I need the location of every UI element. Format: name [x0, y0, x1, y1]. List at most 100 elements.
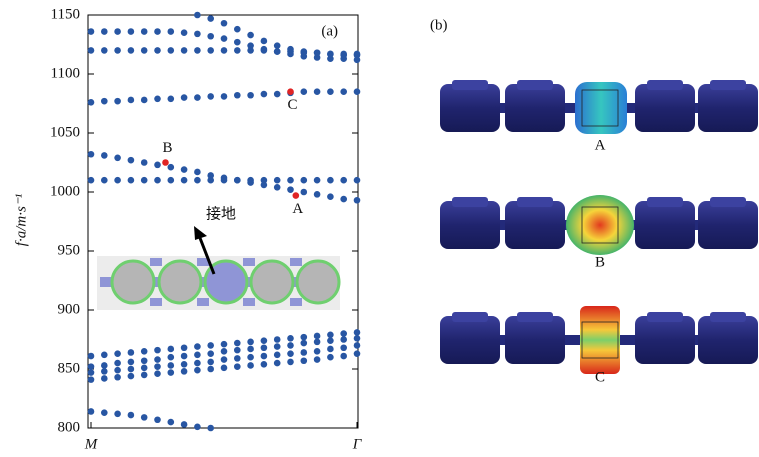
data-point [168, 28, 175, 35]
chain-cap [647, 80, 683, 90]
data-point [154, 95, 161, 102]
data-point [168, 346, 175, 353]
data-point [88, 353, 95, 360]
chain-block [505, 316, 565, 364]
chain-block [505, 201, 565, 249]
data-point [301, 334, 308, 341]
data-point [168, 95, 175, 102]
data-point [128, 28, 135, 35]
chain-cap [452, 80, 488, 90]
data-point [314, 88, 321, 95]
data-point [194, 94, 201, 101]
data-point [88, 177, 95, 184]
data-point [207, 177, 214, 184]
data-point [101, 368, 108, 375]
data-point [274, 343, 281, 350]
data-point [261, 353, 268, 360]
data-point [128, 366, 135, 373]
data-point [354, 197, 361, 204]
data-point [181, 421, 188, 428]
data-point [287, 342, 294, 349]
data-point [247, 339, 254, 346]
data-point [141, 414, 148, 421]
data-point [168, 419, 175, 426]
data-point [181, 29, 188, 36]
data-point [274, 184, 281, 191]
data-point [221, 365, 228, 372]
data-point [261, 361, 268, 368]
data-point [194, 47, 201, 54]
data-point [234, 47, 241, 54]
data-point [340, 177, 347, 184]
data-point [207, 350, 214, 357]
point-label: A [292, 201, 303, 217]
data-point [261, 344, 268, 351]
data-point [314, 177, 321, 184]
data-point [327, 193, 334, 200]
data-point [327, 177, 334, 184]
data-point [247, 32, 254, 39]
data-point [287, 46, 294, 53]
figure: (a) f·a/m·s⁻¹ 接地 80085090095010001050110… [0, 0, 759, 457]
data-point [168, 177, 175, 184]
panel-label: (a) [321, 23, 338, 39]
data-point [221, 177, 228, 184]
data-point [314, 333, 321, 340]
chain-block [698, 201, 758, 249]
data-point [234, 355, 241, 362]
data-point [207, 47, 214, 54]
data-point [287, 335, 294, 342]
data-point [221, 93, 228, 100]
chain-cap [517, 80, 553, 90]
data-point [261, 337, 268, 344]
inset-label: 接地 [206, 205, 236, 223]
data-point [221, 35, 228, 42]
data-point [314, 356, 321, 363]
data-point [194, 343, 201, 350]
data-point [114, 177, 121, 184]
data-point [194, 12, 201, 19]
data-point [274, 360, 281, 367]
data-point [141, 47, 148, 54]
data-point [221, 348, 228, 355]
data-point [287, 359, 294, 366]
data-point [234, 177, 241, 184]
data-point [168, 164, 175, 171]
data-point [114, 367, 121, 374]
y-tick-label: 950 [58, 242, 81, 258]
data-point [128, 349, 135, 356]
data-point [101, 47, 108, 54]
data-point [128, 47, 135, 54]
data-point [274, 48, 281, 55]
data-point [354, 335, 361, 342]
data-point [88, 376, 95, 383]
data-point [340, 336, 347, 343]
data-point [128, 177, 135, 184]
panel-label: (b) [430, 17, 448, 33]
data-point [154, 28, 161, 35]
data-point [128, 157, 135, 164]
data-point [261, 47, 268, 54]
data-point [354, 329, 361, 336]
data-point [327, 331, 334, 338]
y-axis-label: f·a/m·s⁻¹ [13, 193, 29, 246]
chain-block [635, 201, 695, 249]
chain-block [440, 201, 500, 249]
data-point [340, 330, 347, 337]
data-point [154, 162, 161, 169]
data-point [101, 352, 108, 359]
data-point [88, 369, 95, 376]
data-point [194, 367, 201, 374]
data-point [301, 177, 308, 184]
data-point [221, 20, 228, 27]
data-point [181, 353, 188, 360]
data-point [88, 363, 95, 370]
mode-shape [580, 306, 620, 374]
data-point [114, 154, 121, 161]
data-point [101, 152, 108, 159]
chain-block [440, 316, 500, 364]
x-tick-label: M [84, 436, 99, 452]
data-point [88, 151, 95, 158]
chain-block [505, 84, 565, 132]
data-point [181, 166, 188, 173]
